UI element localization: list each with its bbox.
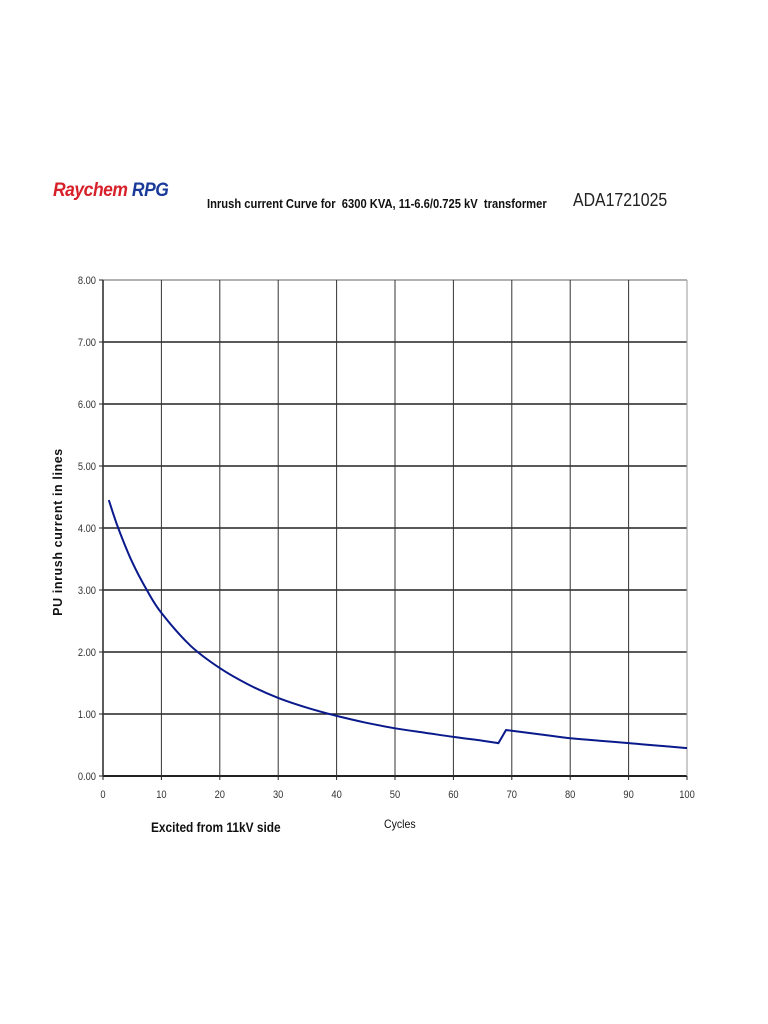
x-tick-label: 70 (507, 789, 518, 801)
x-tick-label: 50 (390, 789, 401, 801)
document-id: ADA1721025 (573, 190, 668, 210)
y-tick-label: 8.00 (78, 275, 96, 287)
y-tick-label: 3.00 (78, 585, 96, 597)
x-tick-label: 20 (215, 789, 226, 801)
x-tick-label: 10 (156, 789, 167, 801)
x-tick-label: 40 (331, 789, 342, 801)
x-tick-label: 0 (100, 789, 105, 801)
x-tick-label: 80 (565, 789, 576, 801)
y-tick-label: 5.00 (78, 461, 96, 473)
inrush-curve (107, 499, 688, 750)
x-tick-label: 100 (679, 789, 695, 801)
y-axis-label: PU inrush current in lines (51, 448, 65, 616)
y-tick-label: 0.00 (78, 771, 96, 783)
y-tick-label: 2.00 (78, 647, 96, 659)
chart-title: Inrush current Curve for 6300 KVA, 11-6.… (207, 196, 547, 211)
y-tick-label: 7.00 (78, 337, 96, 349)
x-tick-label: 60 (448, 789, 459, 801)
raychem-rpg-logo: Raychem RPG (53, 180, 169, 202)
excitation-note: Excited from 11kV side (151, 819, 281, 835)
y-tick-label: 6.00 (78, 399, 96, 411)
x-axis-label: Cycles (384, 817, 416, 831)
logo-rpg: RPG (131, 180, 169, 201)
x-tick-label: 30 (273, 789, 284, 801)
x-tick-label: 90 (623, 789, 634, 801)
y-tick-label: 1.00 (78, 709, 96, 721)
logo-raychem: Raychem (53, 180, 128, 201)
y-axis-ticks: 0.00 1.00 2.00 3.00 4.00 5.00 6.00 7.00 8.00 (78, 275, 96, 783)
chart-gridlines (99, 279, 688, 780)
x-axis-ticks: 0 10 20 30 40 50 60 70 80 90 100 (100, 789, 695, 801)
y-tick-label: 4.00 (78, 523, 96, 535)
